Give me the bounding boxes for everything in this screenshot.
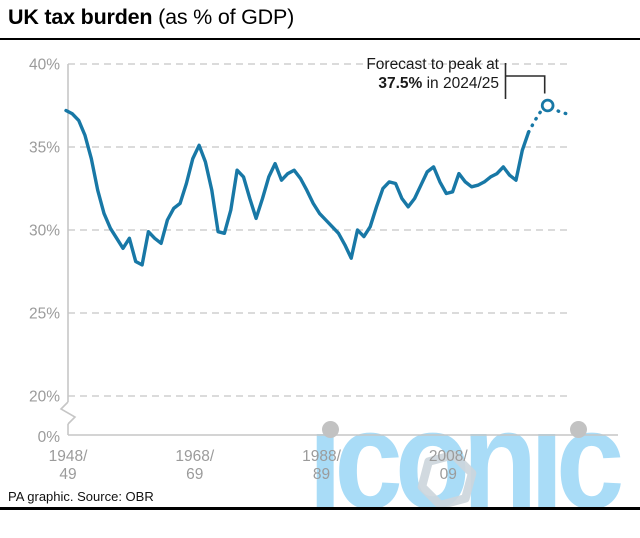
- tax-burden-line-chart: 40% 35% 30% 25% 20% 0% 1948/49 1968/69 1988/89 20…: [29, 57, 618, 483]
- svg-text:2008/09: 2008/09: [429, 448, 468, 483]
- title-main: UK tax burden: [8, 5, 153, 29]
- svg-text:30%: 30%: [29, 223, 60, 240]
- forecast-annotation: Forecast to peak at 37.5% in 2024/25: [366, 55, 499, 93]
- source-credit: PA graphic. Source: OBR: [8, 489, 154, 504]
- title-sub: (as % of GDP): [152, 5, 295, 29]
- header-divider: [0, 38, 640, 41]
- page-title: UK tax burden (as % of GDP): [8, 5, 294, 30]
- page: { "header": { "title_bold": "UK tax burd…: [0, 5, 640, 530]
- annotation-line1: Forecast to peak at: [366, 56, 499, 73]
- svg-text:0%: 0%: [38, 429, 61, 446]
- svg-text:1948/49: 1948/49: [49, 448, 88, 483]
- svg-text:20%: 20%: [29, 389, 60, 406]
- watermark-iconic: ıconıc: [308, 390, 624, 530]
- annotation-peak-value: 37.5%: [378, 75, 423, 92]
- svg-text:1988/89: 1988/89: [302, 448, 341, 483]
- hexagon-logo-icon: [417, 450, 477, 510]
- footer-divider: [0, 507, 640, 510]
- svg-text:1968/69: 1968/69: [175, 448, 214, 483]
- watermark-text: ıconıc: [308, 381, 624, 538]
- annotation-line2: in 2024/25: [422, 75, 499, 92]
- svg-text:35%: 35%: [29, 140, 60, 157]
- svg-text:40%: 40%: [29, 57, 60, 74]
- svg-text:25%: 25%: [29, 306, 60, 323]
